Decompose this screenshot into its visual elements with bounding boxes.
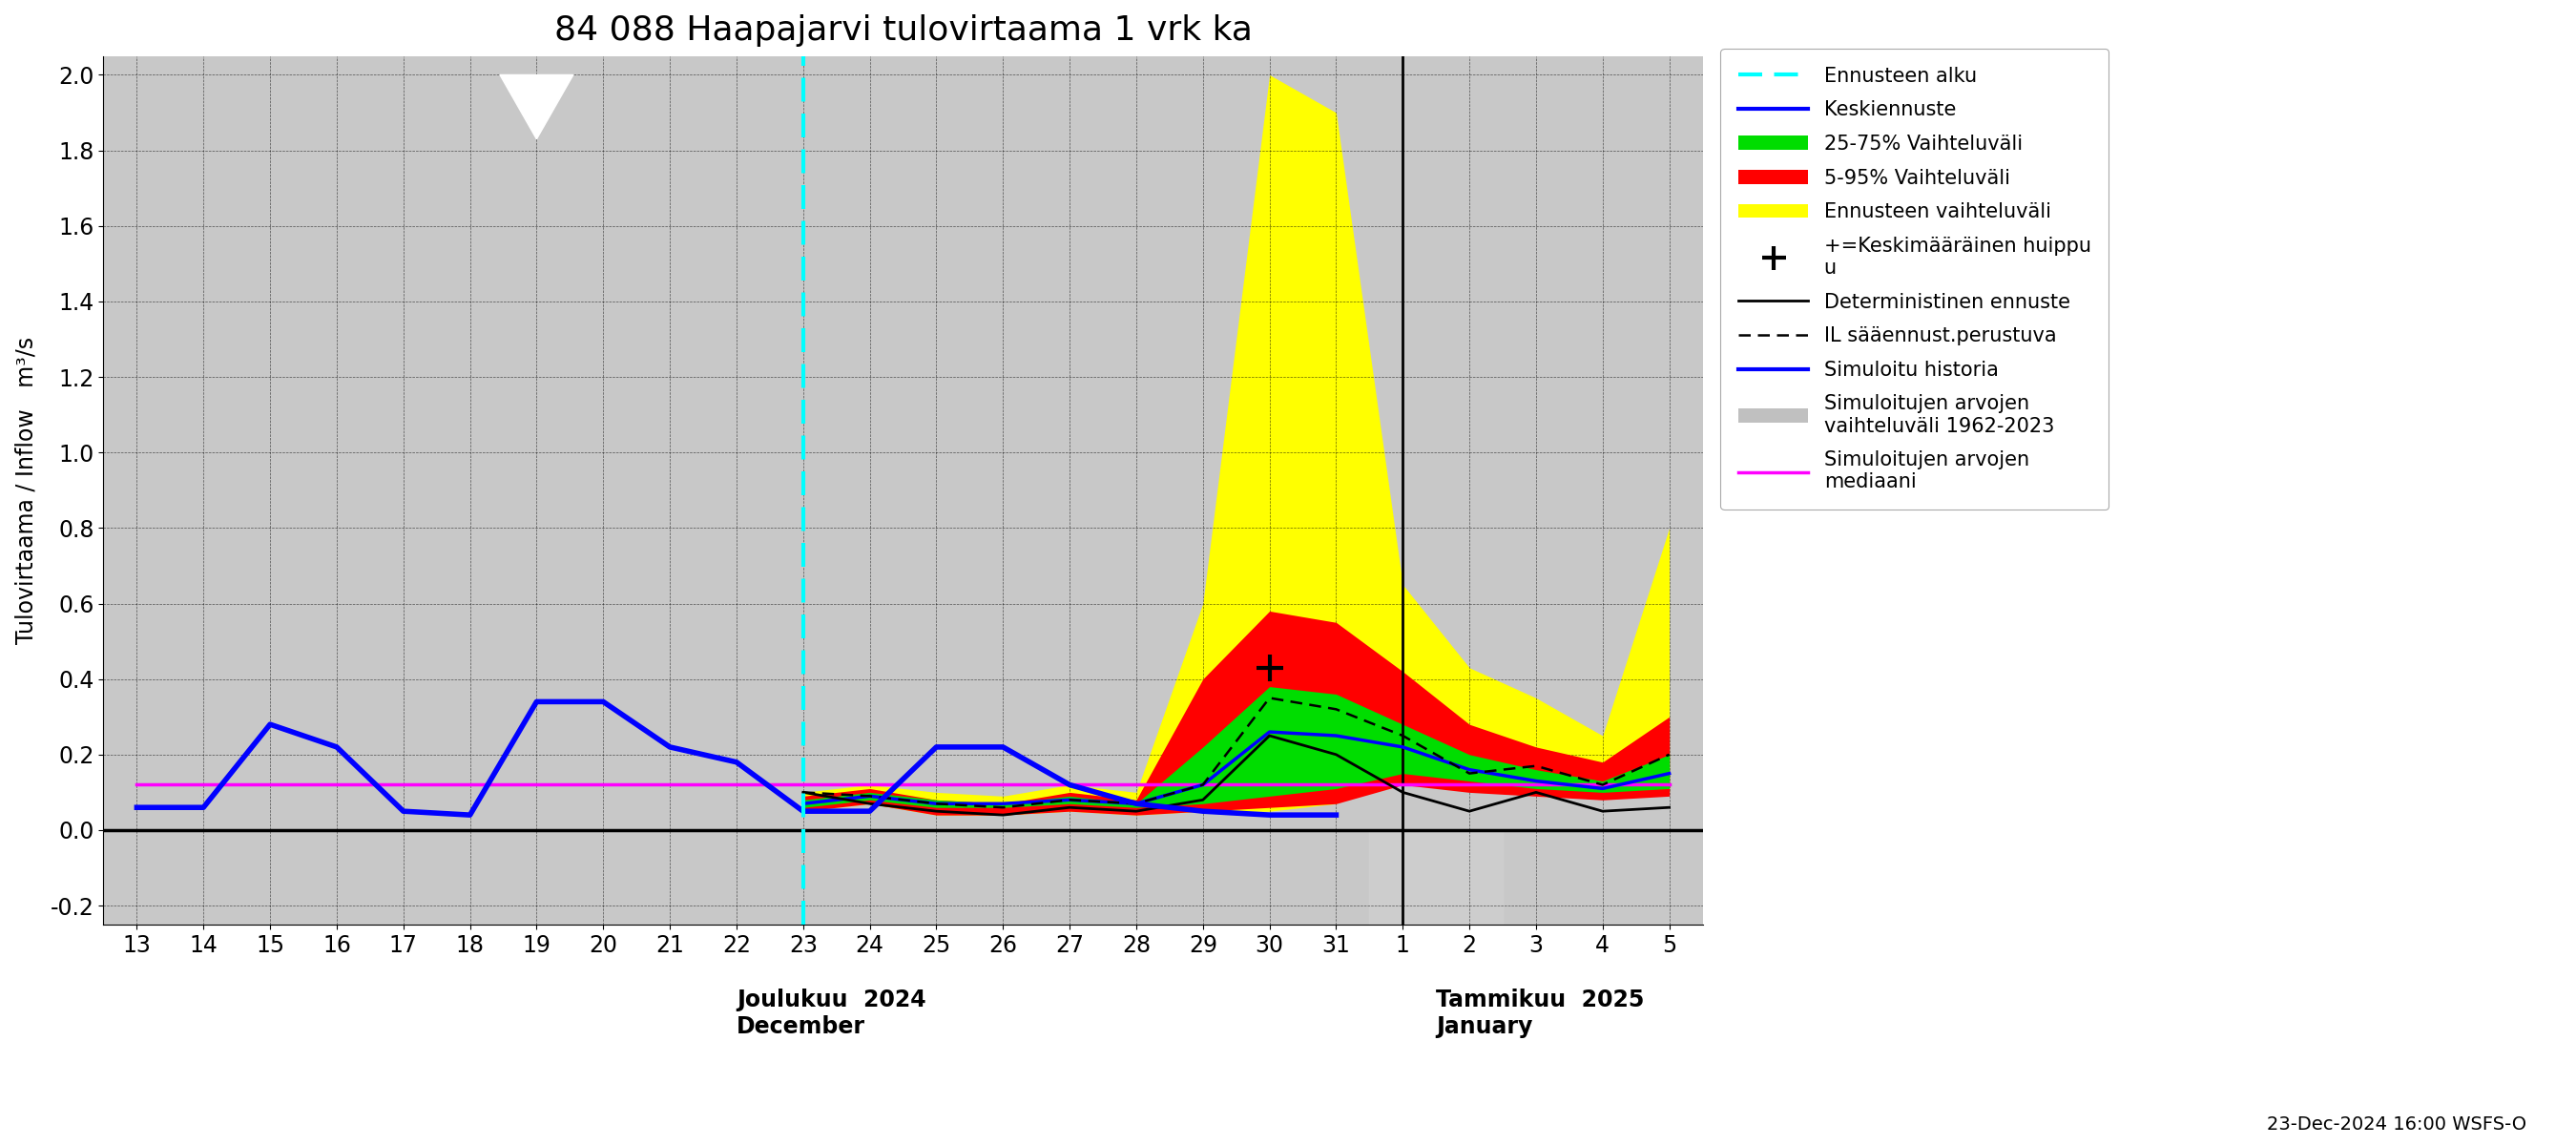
Text: Joulukuu  2024
December: Joulukuu 2024 December (737, 988, 925, 1039)
Title: 84 088 Haapajarvi tulovirtaama 1 vrk ka: 84 088 Haapajarvi tulovirtaama 1 vrk ka (554, 14, 1252, 47)
Polygon shape (500, 74, 574, 139)
Y-axis label: Tulovirtaama / Inflow   m³/s: Tulovirtaama / Inflow m³/s (15, 337, 36, 643)
Legend: Ennusteen alku, Keskiennuste, 25-75% Vaihteluväli, 5-95% Vaihteluväli, Ennusteen: Ennusteen alku, Keskiennuste, 25-75% Vai… (1721, 48, 2110, 510)
Text: 23-Dec-2024 16:00 WSFS-O: 23-Dec-2024 16:00 WSFS-O (2267, 1115, 2527, 1134)
Text: Tammikuu  2025
January: Tammikuu 2025 January (1435, 988, 1643, 1039)
